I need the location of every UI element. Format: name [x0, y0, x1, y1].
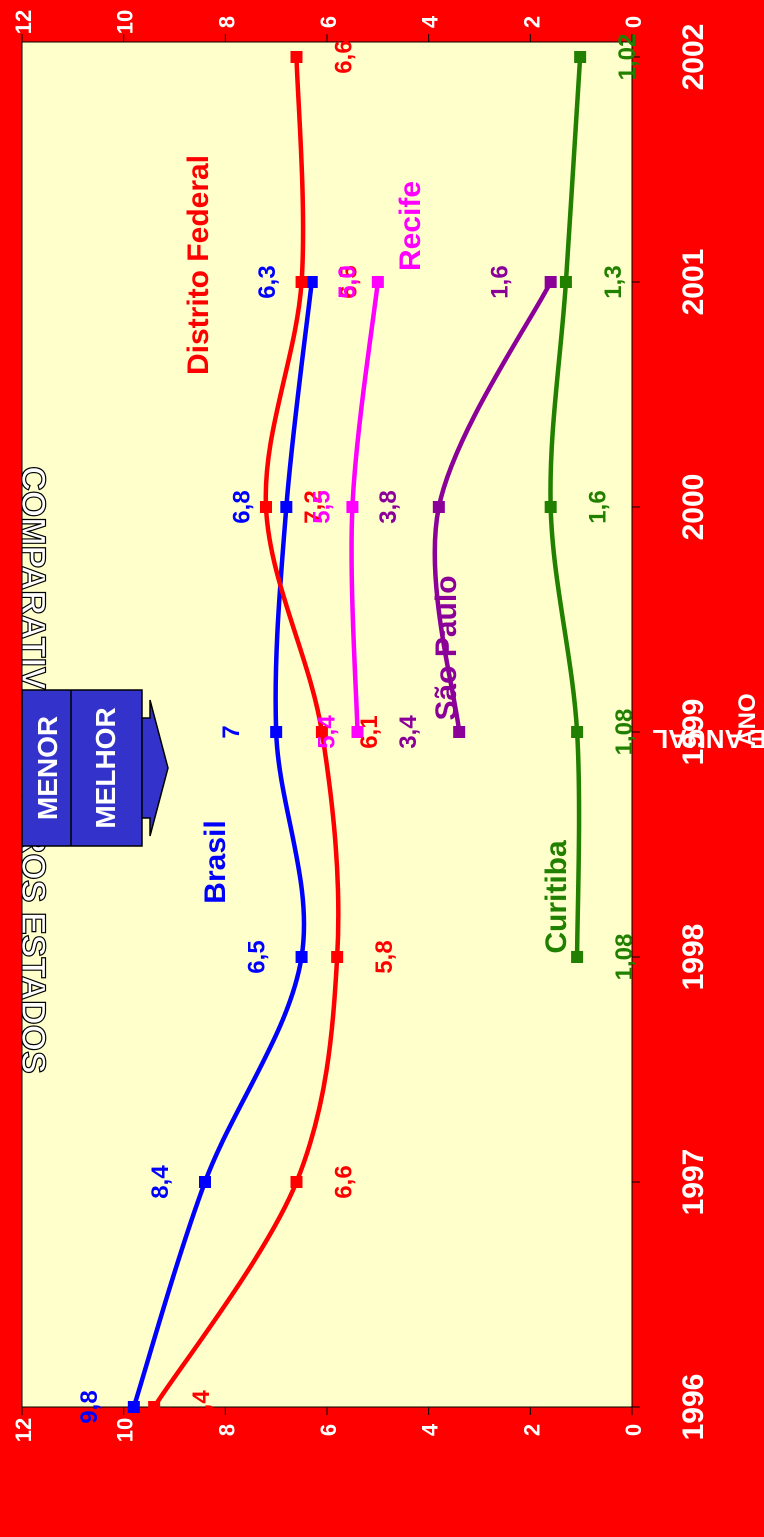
- y-tick-label-right: 8: [214, 16, 239, 28]
- y-tick-label-left: 4: [418, 1423, 443, 1436]
- data-label-recife: 5,0: [334, 265, 361, 298]
- data-label-recife: 5,4: [314, 715, 341, 749]
- data-point-curitiba: [559, 276, 572, 288]
- data-point-distrito-federal: [315, 726, 328, 738]
- data-point-distrito-federal: [290, 51, 303, 63]
- y-tick-label-right: 10: [113, 10, 138, 34]
- data-label-curitiba: 1,02: [614, 34, 641, 81]
- series-line-brasil: [131, 279, 314, 1410]
- data-point-brasil: [280, 501, 293, 513]
- y-tick-label-left: 2: [519, 1424, 544, 1436]
- y-tick-label-left: 12: [11, 1418, 36, 1442]
- series-name-recife: Recife: [394, 181, 427, 271]
- data-point-sao-paulo: [453, 726, 466, 738]
- data-point-distrito-federal: [148, 1401, 161, 1413]
- data-point-recife: [351, 726, 364, 738]
- y-tick-label-right: 4: [418, 15, 443, 28]
- y-tick-label-left: 8: [214, 1424, 239, 1436]
- data-point-recife: [346, 501, 359, 513]
- series-name-brasil: Brasil: [199, 820, 232, 903]
- annotation-menor: MENOR: [32, 716, 63, 820]
- data-point-curitiba: [574, 51, 587, 63]
- x-tick-label: 2002: [677, 24, 710, 91]
- y-tick-label-left: 10: [113, 1418, 138, 1442]
- data-point-brasil: [305, 276, 318, 288]
- data-label-curitiba: 1,08: [611, 709, 638, 756]
- data-point-distrito-federal: [260, 501, 272, 513]
- y-tick-label-right: 6: [316, 16, 341, 28]
- data-point-distrito-federal: [290, 1176, 303, 1188]
- series-name-distrito-federal: Distrito Federal: [182, 155, 215, 375]
- data-label-curitiba: 1,08: [611, 934, 638, 981]
- data-label-distrito-federal: 5,8: [371, 940, 398, 973]
- y-tick-label-left: 0: [621, 1424, 646, 1436]
- x-tick-label: 1996: [677, 1374, 710, 1441]
- data-point-distrito-federal: [331, 951, 344, 963]
- annotation-box: [21, 689, 143, 847]
- data-point-curitiba: [544, 501, 557, 513]
- data-label-sao-paulo: 3,8: [375, 490, 402, 523]
- data-label-sao-paulo: 3,4: [395, 715, 422, 749]
- data-label-brasil: 8,4: [147, 1165, 174, 1199]
- data-point-brasil: [270, 726, 283, 738]
- data-label-distrito-federal: 6,1: [356, 715, 383, 748]
- y-tick-label-right: 12: [11, 10, 36, 34]
- menor-melhor-annotation: MENOR MELHOR: [21, 689, 169, 847]
- data-label-brasil: 7: [218, 725, 245, 738]
- data-label-brasil: 6,8: [228, 490, 255, 523]
- data-point-curitiba: [571, 726, 584, 738]
- data-label-brasil: 9,8: [76, 1390, 103, 1423]
- y-axis-title: ÍNDICE ANUAL: [652, 724, 764, 754]
- series-name-curitiba: Curitiba: [540, 840, 573, 954]
- data-label-distrito-federal: 6,5: [336, 265, 363, 298]
- data-point-brasil: [127, 1401, 140, 1413]
- data-point-curitiba: [571, 951, 584, 963]
- data-point-recife: [371, 276, 384, 288]
- annotation-melhor: MELHOR: [90, 707, 121, 828]
- data-label-brasil: 6,3: [254, 265, 281, 298]
- x-tick-label: 2001: [677, 249, 710, 316]
- y-tick-label-left: 6: [316, 1424, 341, 1436]
- data-label-distrito-federal: 6,6: [331, 40, 358, 73]
- data-label-distrito-federal: 9,4: [188, 1390, 215, 1424]
- data-label-curitiba: 1,6: [585, 490, 612, 523]
- data-point-brasil: [295, 951, 308, 963]
- y-tick-label-right: 0: [621, 16, 646, 28]
- series-name-sao-paulo: São Paulo: [430, 575, 463, 720]
- data-point-brasil: [199, 1176, 211, 1188]
- data-point-distrito-federal: [295, 276, 308, 288]
- annotation-arrow: [141, 699, 169, 837]
- data-label-curitiba: 1,3: [600, 265, 627, 298]
- data-label-distrito-federal: 7,2: [300, 490, 327, 523]
- x-tick-label: 1997: [677, 1149, 710, 1216]
- x-tick-label: 1998: [677, 924, 710, 991]
- x-axis-title: ANO: [734, 693, 761, 746]
- data-point-sao-paulo: [544, 276, 557, 288]
- data-label-distrito-federal: 6,6: [331, 1165, 358, 1198]
- data-label-sao-paulo: 1,6: [487, 265, 514, 298]
- data-label-recife: 5,5: [308, 490, 335, 523]
- data-label-brasil: 6,5: [244, 940, 271, 973]
- x-tick-label: 1999: [677, 699, 710, 766]
- data-point-sao-paulo: [432, 501, 445, 513]
- y-tick-label-right: 2: [519, 16, 544, 28]
- x-tick-label: 2000: [677, 474, 710, 541]
